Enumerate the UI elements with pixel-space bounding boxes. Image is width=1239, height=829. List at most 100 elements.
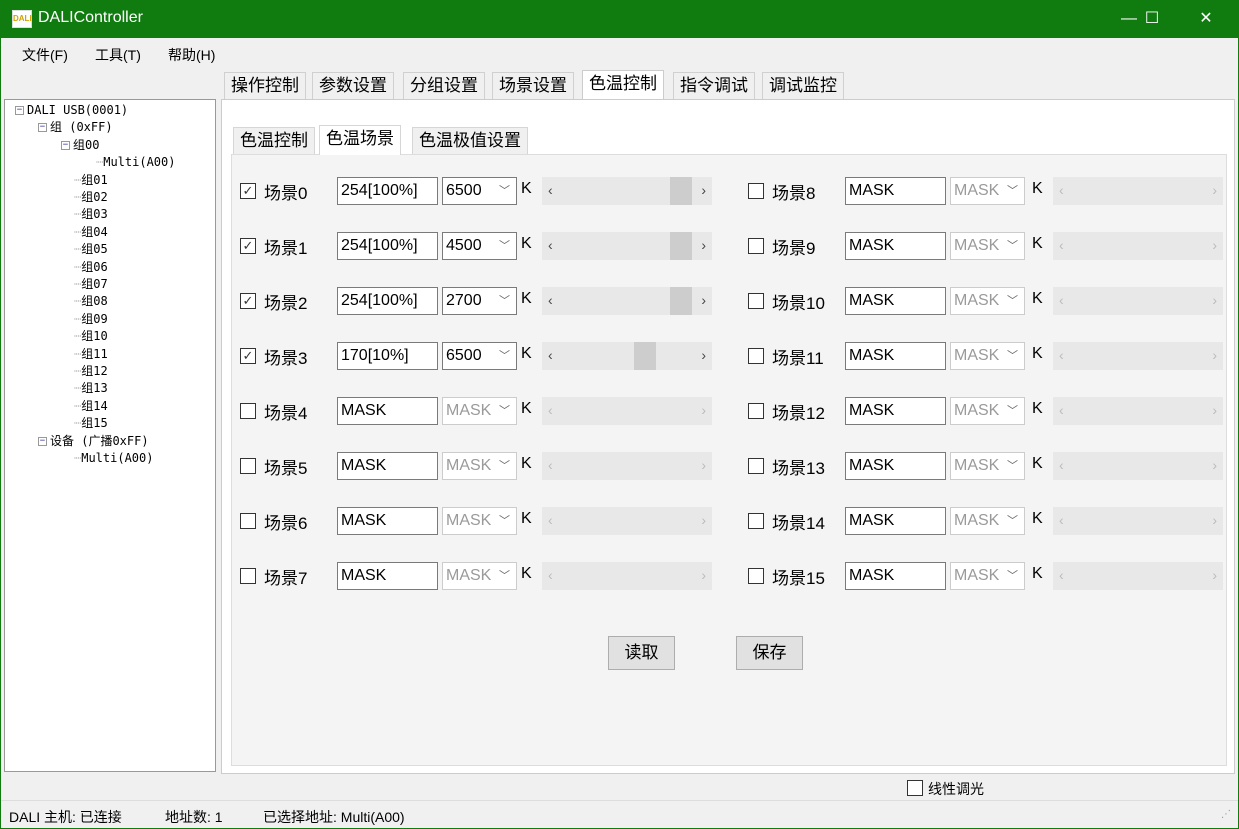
tree-node[interactable]: ┈组08: [74, 293, 108, 310]
minimize-button[interactable]: —: [1121, 10, 1137, 27]
cct-slider[interactable]: ‹ ›: [542, 562, 712, 590]
scroll-left-icon[interactable]: ‹: [1059, 292, 1064, 308]
collapse-icon[interactable]: −: [15, 105, 24, 115]
cct-select[interactable]: 6500 ﹀: [442, 342, 517, 370]
tree-node[interactable]: − 设备 (广播0xFF): [38, 433, 149, 450]
scroll-left-icon[interactable]: ‹: [548, 457, 553, 473]
scene-checkbox[interactable]: [240, 403, 256, 419]
scroll-left-icon[interactable]: ‹: [1059, 182, 1064, 198]
scroll-left-icon[interactable]: ‹: [548, 182, 553, 198]
cct-select[interactable]: MASK ﹀: [950, 177, 1025, 205]
tree-node[interactable]: ┈组01: [74, 172, 108, 189]
scroll-right-icon[interactable]: ›: [1212, 182, 1217, 198]
inner-tab-2[interactable]: 色温极值设置: [412, 127, 528, 154]
cct-select[interactable]: MASK ﹀: [950, 232, 1025, 260]
scroll-left-icon[interactable]: ‹: [1059, 512, 1064, 528]
cct-select[interactable]: MASK ﹀: [950, 562, 1025, 590]
menu-tools[interactable]: 工具(T): [95, 47, 141, 63]
tree-node[interactable]: ┈组07: [74, 276, 108, 293]
scene-level-input[interactable]: MASK: [845, 562, 946, 590]
cct-slider[interactable]: ‹ ›: [542, 452, 712, 480]
cct-select[interactable]: 2700 ﹀: [442, 287, 517, 315]
cct-select[interactable]: MASK ﹀: [442, 452, 517, 480]
tree-node[interactable]: ┈组10: [74, 328, 108, 345]
scene-checkbox[interactable]: ✓: [240, 348, 256, 364]
cct-slider[interactable]: ‹ ›: [542, 342, 712, 370]
scene-level-input[interactable]: MASK: [845, 507, 946, 535]
scroll-right-icon[interactable]: ›: [701, 402, 706, 418]
cct-select[interactable]: MASK ﹀: [950, 507, 1025, 535]
scroll-right-icon[interactable]: ›: [701, 292, 706, 308]
tree-node[interactable]: ┈组06: [74, 259, 108, 276]
cct-select[interactable]: MASK ﹀: [442, 397, 517, 425]
scene-checkbox[interactable]: [240, 568, 256, 584]
scroll-left-icon[interactable]: ‹: [548, 512, 553, 528]
inner-tab-1[interactable]: 色温场景: [319, 125, 401, 155]
scene-checkbox[interactable]: [748, 293, 764, 309]
scene-checkbox[interactable]: ✓: [240, 293, 256, 309]
scroll-right-icon[interactable]: ›: [1212, 402, 1217, 418]
scroll-right-icon[interactable]: ›: [1212, 457, 1217, 473]
maximize-button[interactable]: ☐: [1144, 10, 1160, 27]
scene-level-input[interactable]: MASK: [845, 177, 946, 205]
tree-node[interactable]: ┈组05: [74, 241, 108, 258]
cct-slider[interactable]: ‹ ›: [542, 507, 712, 535]
tree-node[interactable]: ┈组09: [74, 311, 108, 328]
tree-node[interactable]: ┈组02: [74, 189, 108, 206]
tree-node[interactable]: ┈组13: [74, 380, 108, 397]
scroll-right-icon[interactable]: ›: [701, 347, 706, 363]
scene-level-input[interactable]: MASK: [845, 397, 946, 425]
close-button[interactable]: ✕: [1199, 10, 1213, 27]
scene-checkbox[interactable]: [748, 513, 764, 529]
tab-3[interactable]: 场景设置: [492, 72, 574, 99]
scroll-right-icon[interactable]: ›: [1212, 567, 1217, 583]
inner-tab-0[interactable]: 色温控制: [233, 127, 315, 154]
collapse-icon[interactable]: −: [38, 122, 47, 133]
scene-level-input[interactable]: 254[100%]: [337, 232, 438, 260]
scene-level-input[interactable]: 254[100%]: [337, 177, 438, 205]
scroll-right-icon[interactable]: ›: [1212, 347, 1217, 363]
scene-level-input[interactable]: 254[100%]: [337, 287, 438, 315]
scroll-left-icon[interactable]: ‹: [548, 567, 553, 583]
scene-level-input[interactable]: MASK: [337, 397, 438, 425]
cct-slider[interactable]: ‹ ›: [542, 397, 712, 425]
cct-slider[interactable]: ‹ ›: [1053, 287, 1223, 315]
cct-select[interactable]: MASK ﹀: [950, 342, 1025, 370]
scroll-left-icon[interactable]: ‹: [548, 347, 553, 363]
scene-level-input[interactable]: MASK: [845, 342, 946, 370]
cct-slider[interactable]: ‹ ›: [1053, 452, 1223, 480]
scene-checkbox[interactable]: [748, 238, 764, 254]
scroll-left-icon[interactable]: ‹: [548, 292, 553, 308]
tree-node[interactable]: ┈组12: [74, 363, 108, 380]
scroll-right-icon[interactable]: ›: [1212, 292, 1217, 308]
tab-2[interactable]: 分组设置: [403, 72, 485, 99]
scene-checkbox[interactable]: [748, 568, 764, 584]
scene-checkbox[interactable]: ✓: [240, 238, 256, 254]
scene-level-input[interactable]: MASK: [337, 507, 438, 535]
scene-level-input[interactable]: MASK: [845, 232, 946, 260]
scene-checkbox[interactable]: [748, 403, 764, 419]
scroll-left-icon[interactable]: ‹: [1059, 402, 1064, 418]
tree-node[interactable]: ┈组15: [74, 415, 108, 432]
tree-node[interactable]: − 组 (0xFF): [38, 119, 113, 136]
scroll-right-icon[interactable]: ›: [701, 237, 706, 253]
collapse-icon[interactable]: −: [38, 435, 47, 446]
tab-4[interactable]: 色温控制: [582, 70, 664, 99]
scene-level-input[interactable]: MASK: [845, 452, 946, 480]
cct-select[interactable]: MASK ﹀: [950, 397, 1025, 425]
scroll-left-icon[interactable]: ‹: [1059, 347, 1064, 363]
cct-slider[interactable]: ‹ ›: [1053, 232, 1223, 260]
scene-checkbox[interactable]: [748, 458, 764, 474]
cct-slider[interactable]: ‹ ›: [542, 177, 712, 205]
scroll-right-icon[interactable]: ›: [701, 457, 706, 473]
slider-thumb[interactable]: [670, 232, 692, 260]
cct-slider[interactable]: ‹ ›: [542, 232, 712, 260]
read-button[interactable]: 读取: [608, 636, 675, 670]
tree-node[interactable]: ┈组03: [74, 206, 108, 223]
collapse-icon[interactable]: −: [61, 139, 70, 150]
tab-6[interactable]: 调试监控: [762, 72, 844, 99]
cct-select[interactable]: MASK ﹀: [442, 562, 517, 590]
device-tree[interactable]: − DALI USB(0001) − 组 (0xFF) − 组00 ┈Multi(A00) ┈…: [4, 99, 216, 772]
cct-slider[interactable]: ‹ ›: [1053, 342, 1223, 370]
slider-thumb[interactable]: [670, 287, 692, 315]
